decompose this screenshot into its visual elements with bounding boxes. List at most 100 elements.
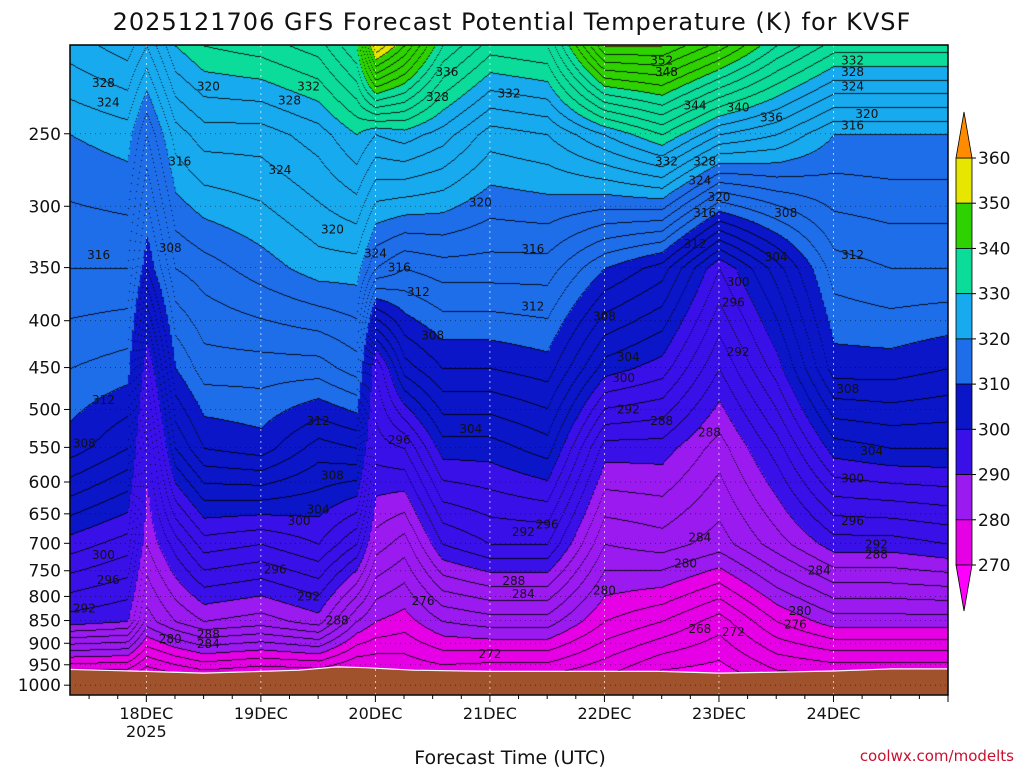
contour-label: 288 <box>698 426 721 440</box>
contour-label: 320 <box>469 195 492 209</box>
contour-label: 292 <box>865 537 888 551</box>
colorbar-label: 300 <box>978 420 1010 440</box>
contour-label: 308 <box>836 382 859 396</box>
contour-label: 280 <box>789 604 812 618</box>
contour-label: 312 <box>407 285 430 299</box>
contour-label: 296 <box>97 573 120 587</box>
x-tick-label: 20DEC <box>348 704 402 723</box>
colorbar-label: 290 <box>978 466 1010 486</box>
contour-label: 296 <box>388 433 411 447</box>
contour-label: 316 <box>388 261 411 275</box>
contour-label: 292 <box>512 525 535 539</box>
y-tick-label: 750 <box>29 562 61 582</box>
contour-label: 292 <box>73 602 96 616</box>
x-tick-sublabel: 2025 <box>126 722 167 741</box>
credit-text: coolwx.com/modelts <box>860 747 1014 765</box>
x-tick-label: 19DEC <box>234 704 288 723</box>
contour-label: 336 <box>436 65 459 79</box>
x-axis-label: Forecast Time (UTC) <box>414 747 605 768</box>
y-tick-label: 900 <box>29 634 61 654</box>
colorbar-label: 360 <box>978 149 1010 169</box>
colorbar-segment <box>955 293 973 340</box>
y-tick-label: 550 <box>29 438 61 458</box>
contour-label: 328 <box>92 76 115 90</box>
contour-label: 332 <box>841 54 864 68</box>
x-tick-label: 22DEC <box>577 704 631 723</box>
y-tick-label: 650 <box>29 505 61 525</box>
y-tick-label: 450 <box>29 359 61 379</box>
contour-label: 268 <box>688 622 711 636</box>
contour-label: 296 <box>536 518 559 532</box>
x-tick-label: 23DEC <box>692 704 746 723</box>
contour-label: 328 <box>693 154 716 168</box>
contour-label: 308 <box>73 437 96 451</box>
contour-label: 288 <box>865 548 888 562</box>
contour-label: 320 <box>855 107 878 121</box>
contour-label: 316 <box>841 119 864 133</box>
contour-label: 312 <box>841 248 864 262</box>
y-tick-label: 400 <box>29 312 61 332</box>
colorbar-segment <box>955 338 973 385</box>
contour-label: 300 <box>92 548 115 562</box>
contour-label: 284 <box>512 587 535 601</box>
y-tick-label: 600 <box>29 473 61 493</box>
contour-label: 292 <box>617 402 640 416</box>
contour-label: 296 <box>264 563 287 577</box>
contour-label: 284 <box>688 531 711 545</box>
contour-label: 328 <box>278 94 301 108</box>
colorbar-segment <box>955 474 973 521</box>
contour-label: 324 <box>688 173 711 187</box>
plot-frame <box>69 44 949 696</box>
contour-label: 300 <box>841 472 864 486</box>
contour-label: 320 <box>321 222 344 236</box>
contour-label: 304 <box>459 422 482 436</box>
contour-label: 324 <box>269 163 292 177</box>
contour-label: 308 <box>321 468 344 482</box>
contour-label: 300 <box>612 371 635 385</box>
colorbar-over-triangle <box>955 111 973 159</box>
colorbar-label: 310 <box>978 375 1010 395</box>
y-tick-label: 1000 <box>18 676 61 696</box>
contour-label: 284 <box>197 637 220 651</box>
contour-label: 320 <box>708 190 731 204</box>
x-tick-label: 24DEC <box>806 704 860 723</box>
contour-label: 280 <box>593 583 616 597</box>
contour-label: 332 <box>498 87 521 101</box>
colorbar-segment <box>955 248 973 295</box>
colorbar-segment <box>955 202 973 249</box>
contour-label: 292 <box>297 589 320 603</box>
contour-label: 312 <box>684 237 707 251</box>
colorbar-segment <box>955 519 973 566</box>
contour-label: 348 <box>655 65 678 79</box>
y-tick-label: 800 <box>29 587 61 607</box>
y-tick-label: 700 <box>29 534 61 554</box>
contour-label: 272 <box>478 647 501 661</box>
contour-label: 304 <box>617 350 640 364</box>
colorbar-label: 350 <box>978 194 1010 214</box>
contour-label: 272 <box>722 625 745 639</box>
y-tick-label: 300 <box>29 197 61 217</box>
colorbar-label: 270 <box>978 556 1010 576</box>
contour-label: 328 <box>841 65 864 79</box>
contour-label: 332 <box>655 154 678 168</box>
contour-label: 288 <box>650 414 673 428</box>
contour-label: 292 <box>727 345 750 359</box>
contour-label: 280 <box>159 632 182 646</box>
contour-label: 320 <box>197 80 220 94</box>
colorbar-segment <box>955 428 973 475</box>
contour-label: 276 <box>784 617 807 631</box>
y-tick-label: 500 <box>29 400 61 420</box>
contour-label: 312 <box>92 393 115 407</box>
contour-label: 300 <box>727 275 750 289</box>
contour-label: 280 <box>674 556 697 570</box>
contour-label: 284 <box>808 564 831 578</box>
contour-label: 324 <box>97 95 120 109</box>
contour-label: 332 <box>297 80 320 94</box>
x-tick-label: 18DEC <box>119 704 173 723</box>
contour-label: 300 <box>288 514 311 528</box>
colorbar-label: 330 <box>978 285 1010 305</box>
contour-label: 324 <box>364 247 387 261</box>
contour-label: 316 <box>168 154 191 168</box>
